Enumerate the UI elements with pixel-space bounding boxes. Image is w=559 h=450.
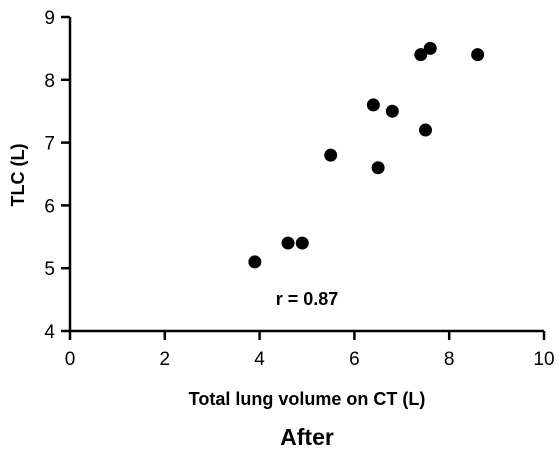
y-tick-label: 6: [44, 196, 55, 217]
data-point: [414, 48, 428, 62]
y-tick-label: 9: [44, 8, 55, 29]
chart-title: After: [280, 424, 334, 450]
y-tick-label: 7: [44, 134, 55, 155]
x-tick-label: 8: [444, 349, 455, 370]
data-point: [371, 161, 385, 175]
data-point: [423, 41, 437, 55]
data-point: [419, 123, 432, 137]
data-point: [324, 148, 338, 162]
x-tick-label: 0: [65, 349, 76, 370]
x-axis: 0 2 4 6 8 10: [65, 329, 555, 370]
y-tick-label: 4: [44, 322, 55, 343]
x-tick-label: 4: [254, 349, 265, 370]
data-point: [385, 104, 399, 118]
x-tick-label: 6: [349, 349, 360, 370]
y-tick-label: 5: [44, 259, 55, 280]
data-point: [248, 255, 262, 269]
data-points: [248, 41, 485, 269]
data-point: [295, 236, 309, 250]
data-point: [471, 48, 485, 62]
data-point: [366, 98, 380, 112]
y-axis-title: TLC (L): [8, 144, 28, 207]
data-point: [281, 236, 295, 250]
y-tick-label: 8: [44, 71, 55, 92]
x-axis-title: Total lung volume on CT (L): [189, 389, 426, 409]
y-axis: 4 5 6 7 8 9: [44, 8, 72, 343]
correlation-annotation: r = 0.87: [276, 289, 339, 309]
x-tick-label: 2: [160, 349, 171, 370]
x-tick-label: 10: [533, 349, 554, 370]
